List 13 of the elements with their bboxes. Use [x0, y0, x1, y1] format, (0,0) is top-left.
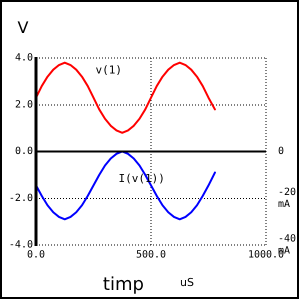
- y2-tick-label: -20 mA: [278, 186, 296, 210]
- series-label: v(1): [96, 64, 122, 77]
- y2-tick-label: 0: [278, 146, 284, 158]
- x-tick-label: 0.0: [26, 250, 46, 261]
- y-tick-label: -2.0: [8, 192, 33, 204]
- x-axis-title: timp: [102, 274, 144, 295]
- y-axis-title: V: [18, 18, 29, 37]
- y-tick-label: 0.0: [14, 146, 33, 158]
- y-tick-label: 4.0: [14, 52, 33, 64]
- text: uS: [180, 276, 194, 289]
- y-tick-label: 2.0: [14, 99, 33, 110]
- x-tick-label: 500.0: [136, 250, 166, 261]
- y-tick-label: -4.0: [8, 240, 33, 251]
